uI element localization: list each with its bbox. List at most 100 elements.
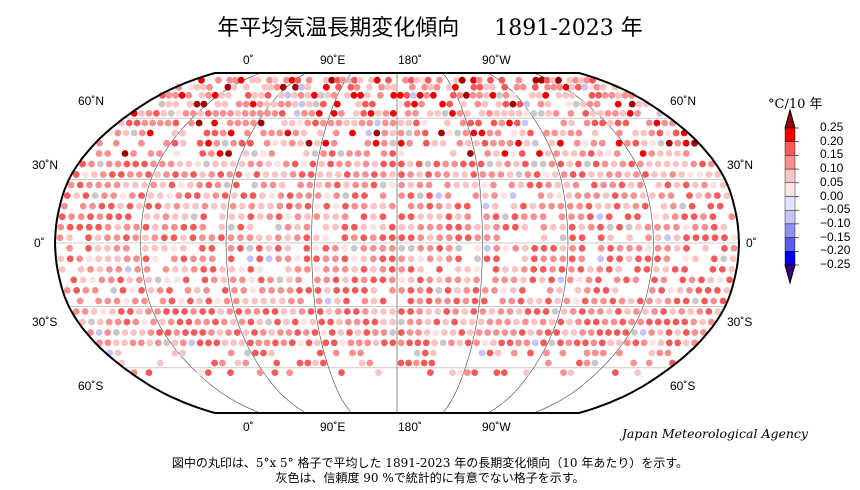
grid-dot [683,244,690,252]
grid-dot [312,119,319,127]
grid-dot [605,150,612,157]
grid-dot [346,329,353,336]
grid-dot [654,223,661,231]
grid-dot [530,318,538,326]
grid-dot [624,213,632,221]
grid-dot [227,369,234,376]
grid-dot [407,76,415,84]
color-bar [784,108,799,285]
grid-dot [227,255,235,263]
grid-dot [460,160,467,168]
grid-dot [651,276,658,284]
grid-dot [167,110,175,117]
grid-dot [316,349,324,357]
grid-dot [634,110,641,117]
grid-dot [194,160,202,168]
grid-dot [632,276,640,284]
grid-dot [244,349,251,357]
grid-dot [151,244,159,252]
grid-dot [430,349,437,357]
grid-dot [304,266,311,273]
grid-dot [673,297,681,305]
grid-dot [467,150,474,157]
grid-dot [210,202,218,210]
grid-dot [518,150,526,157]
grid-dot [649,339,656,347]
grid-dot [455,223,462,231]
grid-dot [354,150,362,157]
grid-dot [225,329,233,336]
grid-dot [628,100,636,108]
grid-dot [397,150,405,157]
grid-dot [540,339,547,347]
grid-dot [274,244,282,252]
grid-dot [270,100,278,108]
grid-dot [322,213,330,221]
grid-dot [343,297,350,305]
grid-dot [149,119,157,127]
colorbar-tick-label: 0.15 [820,147,844,162]
grid-dot [597,171,604,178]
grid-dot [164,329,172,336]
grid-dot [460,100,468,108]
grid-dot [196,339,204,347]
grid-dot [692,297,699,305]
grid-dot [483,234,491,242]
grid-dot [77,213,85,221]
grid-dot [171,349,179,357]
grid-dot [398,234,406,242]
grid-dot [126,276,134,284]
grid-dot [312,100,320,108]
grid-dot [355,100,362,108]
grid-dot [334,171,342,178]
grid-dot [332,349,340,357]
grid-dot [559,129,567,137]
grid-dot [444,287,452,294]
grid-dot [566,202,574,210]
grid-dot [614,100,622,108]
grid-dot [529,276,537,284]
grid-dot [492,150,500,157]
grid-dot [413,349,421,357]
grid-dot [398,181,405,189]
grid-dot [449,150,457,157]
grid-dot [110,287,118,294]
grid-dot [390,83,398,91]
grid-dot [94,244,102,252]
grid-dot [616,255,623,263]
grid-dot [597,234,605,242]
grid-dot [695,287,703,294]
grid-dot [702,234,709,242]
grid-dot [331,244,339,252]
grid-dot [76,297,84,305]
grid-dot [549,255,557,263]
grid-dot [679,276,687,284]
grid-dot [267,276,274,284]
grid-dot [309,160,317,168]
grid-dot [493,369,501,376]
grid-dot [141,119,149,127]
grid-dot [559,255,567,263]
grid-dot [453,181,461,189]
grid-dot [482,202,490,210]
grid-dot [357,91,364,99]
grid-dot [511,266,519,273]
grid-dot [76,181,84,189]
grid-dot [156,119,164,127]
grid-dot [358,119,366,127]
grid-dot [215,76,222,84]
grid-dot [138,192,146,200]
grid-dot [481,192,489,200]
grid-dot [190,110,197,117]
grid-dot [145,369,153,376]
grid-dot [256,318,264,326]
grid-dot [407,276,415,284]
grid-dot [559,349,567,357]
grid-dot [509,91,517,99]
grid-dot [500,110,508,117]
grid-dot [114,160,122,168]
grid-dot [300,129,308,137]
grid-dot [616,244,624,252]
grid-dot [473,266,481,273]
grid-dot [251,91,259,99]
